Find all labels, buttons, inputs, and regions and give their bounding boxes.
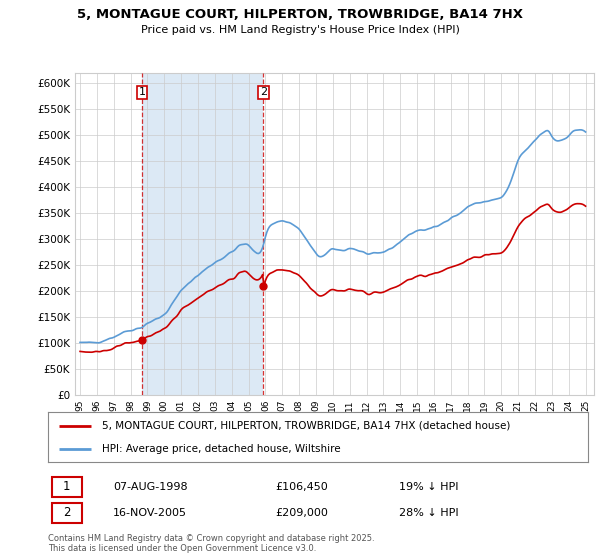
Text: HPI: Average price, detached house, Wiltshire: HPI: Average price, detached house, Wilt… <box>102 445 341 454</box>
Text: £209,000: £209,000 <box>275 508 328 518</box>
Text: 07-AUG-1998: 07-AUG-1998 <box>113 482 187 492</box>
Text: 19% ↓ HPI: 19% ↓ HPI <box>399 482 458 492</box>
Text: 2: 2 <box>63 506 71 520</box>
Text: 2: 2 <box>260 87 267 97</box>
Text: 5, MONTAGUE COURT, HILPERTON, TROWBRIDGE, BA14 7HX: 5, MONTAGUE COURT, HILPERTON, TROWBRIDGE… <box>77 8 523 21</box>
Text: 1: 1 <box>139 87 145 97</box>
FancyBboxPatch shape <box>52 477 82 497</box>
Text: £106,450: £106,450 <box>275 482 328 492</box>
Bar <box>142 73 263 395</box>
Text: 16-NOV-2005: 16-NOV-2005 <box>113 508 187 518</box>
Text: Price paid vs. HM Land Registry's House Price Index (HPI): Price paid vs. HM Land Registry's House … <box>140 25 460 35</box>
Text: 28% ↓ HPI: 28% ↓ HPI <box>399 508 458 518</box>
Text: Contains HM Land Registry data © Crown copyright and database right 2025.
This d: Contains HM Land Registry data © Crown c… <box>48 534 374 553</box>
Text: 5, MONTAGUE COURT, HILPERTON, TROWBRIDGE, BA14 7HX (detached house): 5, MONTAGUE COURT, HILPERTON, TROWBRIDGE… <box>102 421 511 431</box>
Text: 1: 1 <box>63 480 71 493</box>
FancyBboxPatch shape <box>52 503 82 523</box>
